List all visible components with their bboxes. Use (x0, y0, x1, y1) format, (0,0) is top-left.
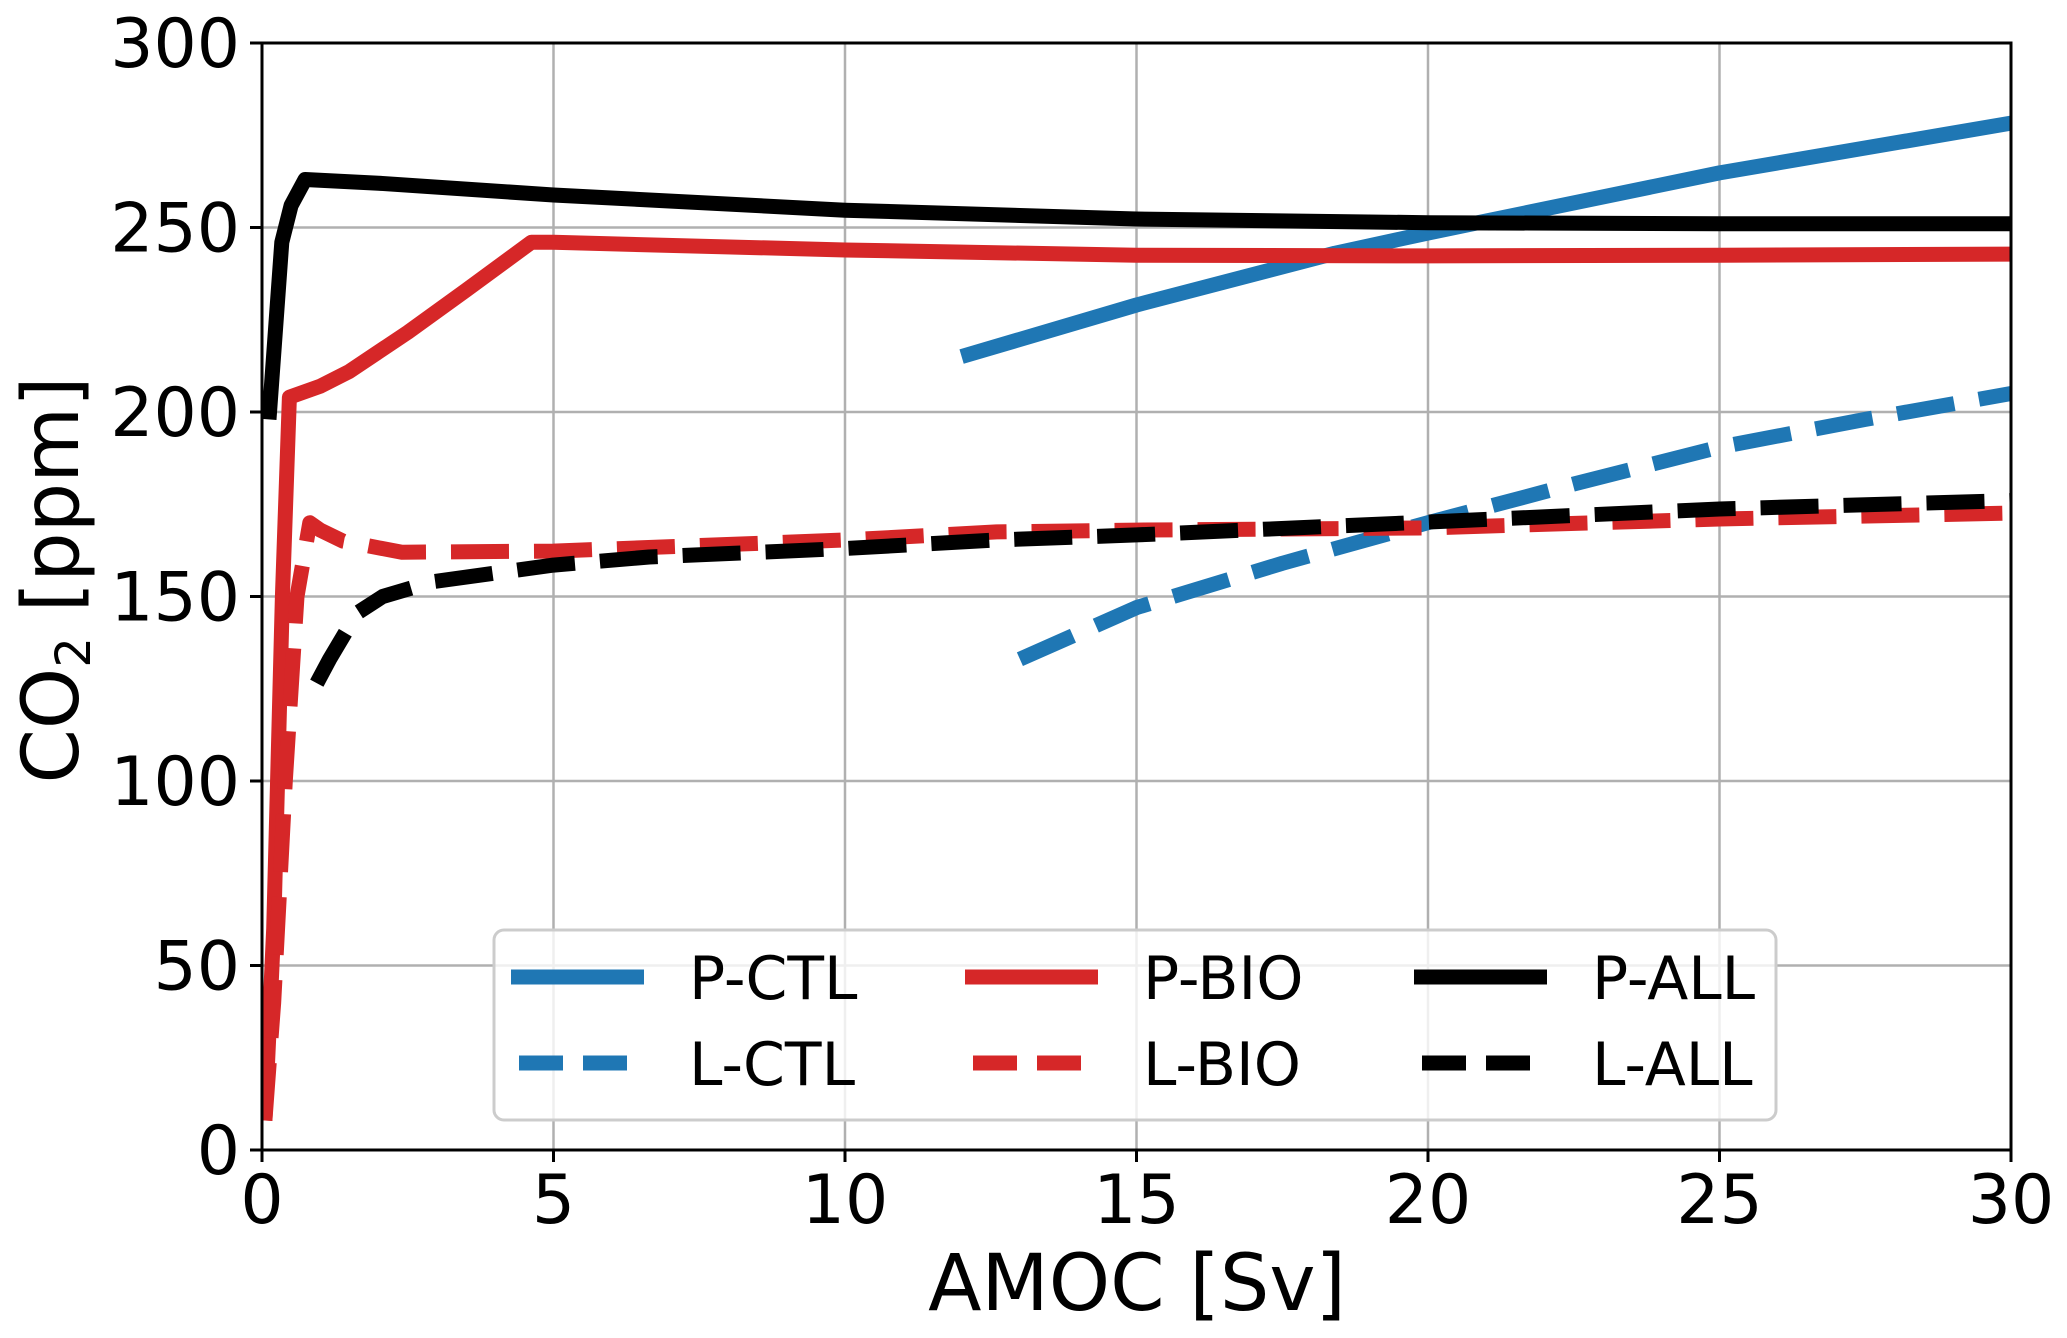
x-tick-label: 30 (1968, 1161, 2055, 1240)
x-tick-label: 15 (1093, 1161, 1180, 1240)
legend-label: L-ALL (1592, 1030, 1753, 1100)
x-tick-label: 10 (802, 1161, 889, 1240)
legend-item-p-bio: P-BIO (965, 944, 1303, 1014)
legend-label: P-ALL (1592, 944, 1756, 1014)
y-axis-label-unit: [ppm] (7, 376, 97, 637)
legend-item-l-ctl: L-CTL (519, 1030, 856, 1100)
y-tick-label: 300 (110, 5, 240, 84)
y-tick-label: 250 (110, 190, 240, 269)
legend: P-CTL L-CTL P-BIO L-BIO P-ALL L-ALL (492, 928, 1778, 1122)
legend-label: L-CTL (689, 1030, 856, 1100)
legend-item-l-bio: L-BIO (973, 1030, 1301, 1100)
x-tick-label: 0 (240, 1161, 283, 1240)
y-axis-label: CO2 [ppm] (7, 376, 102, 783)
y-axis-ticks: 0 50 100 150 200 250 300 (110, 5, 262, 1191)
x-tick-label: 5 (532, 1161, 575, 1240)
series-line-p-all (262, 172, 2011, 420)
x-axis-label: AMOC [Sv] (928, 1239, 1346, 1329)
legend-item-p-all: P-ALL (1414, 944, 1756, 1014)
y-tick-label: 200 (110, 374, 240, 453)
legend-item-p-ctl: P-CTL (511, 944, 858, 1014)
legend-label: P-BIO (1143, 944, 1303, 1014)
x-axis-ticks: 0 5 10 15 20 25 30 (240, 1150, 2054, 1240)
series-line-l-all (310, 493, 2012, 687)
y-axis-label-main: CO (7, 668, 97, 784)
series-line-l-bio (262, 505, 2012, 1122)
y-tick-label: 50 (153, 928, 240, 1007)
series-line-l-ctl (1016, 386, 2013, 667)
y-tick-label: 100 (110, 743, 240, 822)
y-tick-label: 0 (197, 1112, 240, 1191)
y-axis-label-subscript: 2 (46, 637, 102, 668)
legend-frame (492, 928, 1778, 1122)
series-line-p-bio (262, 234, 2012, 1121)
series-lines (262, 115, 2013, 1122)
x-tick-label: 25 (1676, 1161, 1763, 1240)
legend-item-l-all: L-ALL (1422, 1030, 1753, 1100)
legend-label: L-BIO (1143, 1030, 1301, 1100)
legend-label: P-CTL (689, 944, 858, 1014)
series-line-p-ctl (959, 115, 2013, 364)
x-tick-label: 20 (1385, 1161, 1472, 1240)
y-tick-label: 150 (110, 559, 240, 638)
